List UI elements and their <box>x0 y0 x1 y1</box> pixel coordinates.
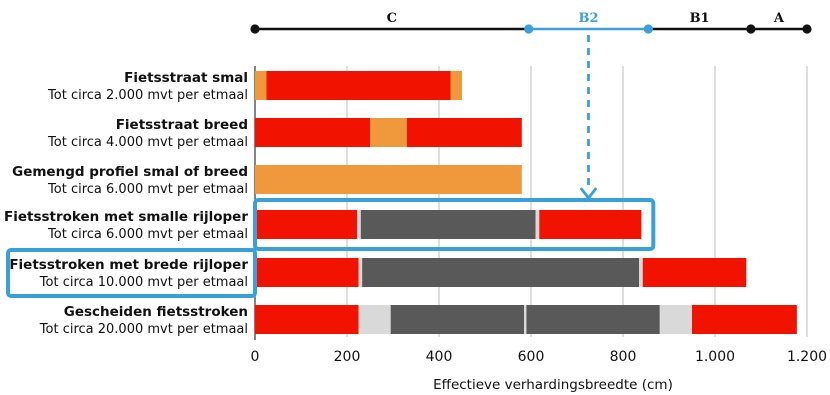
row-labels: Fietsstraat smal Tot circa 2.000 mvt per … <box>4 70 248 337</box>
row-subtitle: Tot circa 4.000 mvt per etmaal <box>47 135 248 150</box>
bar-segment <box>362 258 640 287</box>
bar-segment <box>255 258 359 287</box>
highlight-frame-label <box>6 248 257 298</box>
bar-segment <box>360 210 536 239</box>
bar-segment <box>659 305 692 334</box>
width-class-marker <box>802 24 812 34</box>
bar-segment <box>255 305 359 334</box>
row-title: Fietsstraat breed <box>116 117 248 133</box>
bar-segment <box>526 305 660 334</box>
row-title: Gemengd profiel smal of breed <box>12 164 248 180</box>
bar-segment <box>255 165 522 194</box>
x-tick-label: 600 <box>518 349 545 365</box>
width-class-marker <box>643 24 653 34</box>
bar-segment <box>357 210 361 239</box>
bar-segment <box>406 118 522 147</box>
bar-segment <box>524 305 527 334</box>
bar-segment <box>266 71 451 100</box>
row-subtitle: Tot circa 10.000 mvt per etmaal <box>39 275 248 290</box>
bar-segment <box>255 71 267 100</box>
width-class-marker <box>250 24 260 34</box>
width-class-label: B2 <box>578 11 598 26</box>
width-class-scale: C B2 B1 A <box>250 11 812 200</box>
width-class-label: B1 <box>690 11 710 26</box>
row-title: Fietsstraat smal <box>124 70 248 86</box>
bar-segment <box>692 305 797 334</box>
bar-segment <box>450 71 462 100</box>
bar-segment <box>370 118 407 147</box>
bar-segment <box>535 210 540 239</box>
highlights <box>6 198 656 298</box>
row-subtitle: Tot circa 2.000 mvt per etmaal <box>47 88 248 103</box>
bars <box>255 71 797 334</box>
x-tick-label: 400 <box>426 349 453 365</box>
indicator-arrowhead <box>580 187 597 200</box>
bar-segment <box>358 305 391 334</box>
x-axis-ticks: 0 200 400 600 800 1.000 1.200 <box>251 349 828 365</box>
bar-segment <box>539 210 642 239</box>
x-tick-label: 1.000 <box>695 349 735 365</box>
width-class-marker <box>524 24 534 34</box>
width-class-label: A <box>773 11 785 26</box>
x-tick-label: 0 <box>251 349 260 365</box>
bar-segment <box>639 258 643 287</box>
row-title: Fietsstroken met smalle rijloper <box>4 209 248 225</box>
bar-segment <box>255 118 370 147</box>
bar-segment <box>358 258 363 287</box>
row-subtitle: Tot circa 6.000 mvt per etmaal <box>47 182 248 197</box>
width-class-marker <box>746 24 756 34</box>
row-subtitle: Tot circa 6.000 mvt per etmaal <box>47 227 248 242</box>
row-title: Fietsstroken met brede rijloper <box>9 257 248 273</box>
width-class-label: C <box>387 11 397 26</box>
x-tick-label: 1.200 <box>787 349 827 365</box>
row-title: Gescheiden fietsstroken <box>64 304 248 320</box>
highlight-frame-bar <box>253 198 656 251</box>
x-tick-label: 200 <box>334 349 361 365</box>
bar-segment <box>255 210 358 239</box>
row-subtitle: Tot circa 20.000 mvt per etmaal <box>39 322 248 337</box>
x-axis-label: Effectieve verhardingsbreedte (cm) <box>433 377 673 393</box>
x-tick-label: 800 <box>610 349 637 365</box>
bar-segment <box>642 258 747 287</box>
bar-segment <box>390 305 525 334</box>
gridlines <box>254 66 808 340</box>
